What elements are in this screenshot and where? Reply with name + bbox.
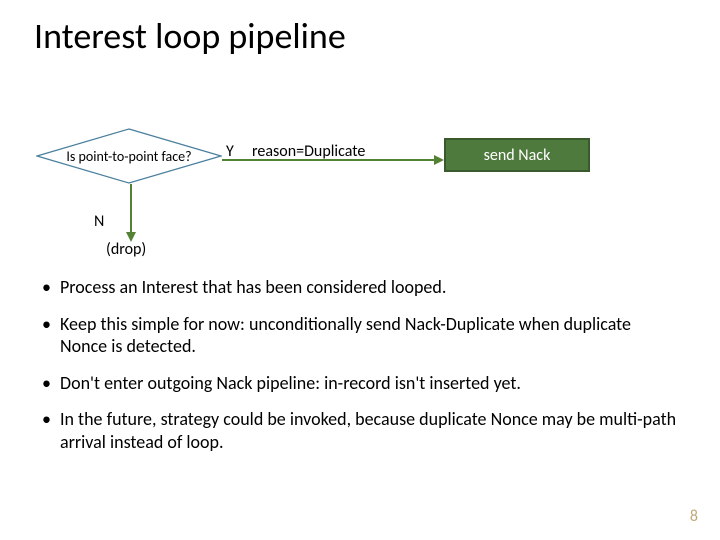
bullet-list: Process an Interest that has been consid… xyxy=(42,276,682,467)
decision-node: Is point-to-point face? xyxy=(36,128,222,184)
arrow-y xyxy=(222,154,444,166)
arrow-n xyxy=(125,184,137,242)
list-item: Process an Interest that has been consid… xyxy=(42,276,682,299)
branch-n-label: N xyxy=(94,212,104,231)
action-node: send Nack xyxy=(444,138,590,172)
drop-label: (drop) xyxy=(106,240,146,259)
action-label: send Nack xyxy=(484,146,551,165)
list-item: In the future, strategy could be invoked… xyxy=(42,408,682,453)
list-item: Don't enter outgoing Nack pipeline: in-r… xyxy=(42,372,682,395)
flow-diagram: Is point-to-point face? Y reason=Duplica… xyxy=(26,120,666,280)
page-number: 8 xyxy=(690,507,698,526)
arrow-y-head xyxy=(434,155,444,165)
slide: Interest loop pipeline Is point-to-point… xyxy=(0,0,720,540)
list-item: Keep this simple for now: unconditionall… xyxy=(42,313,682,358)
decision-label: Is point-to-point face? xyxy=(36,128,222,184)
page-title: Interest loop pipeline xyxy=(34,14,346,58)
